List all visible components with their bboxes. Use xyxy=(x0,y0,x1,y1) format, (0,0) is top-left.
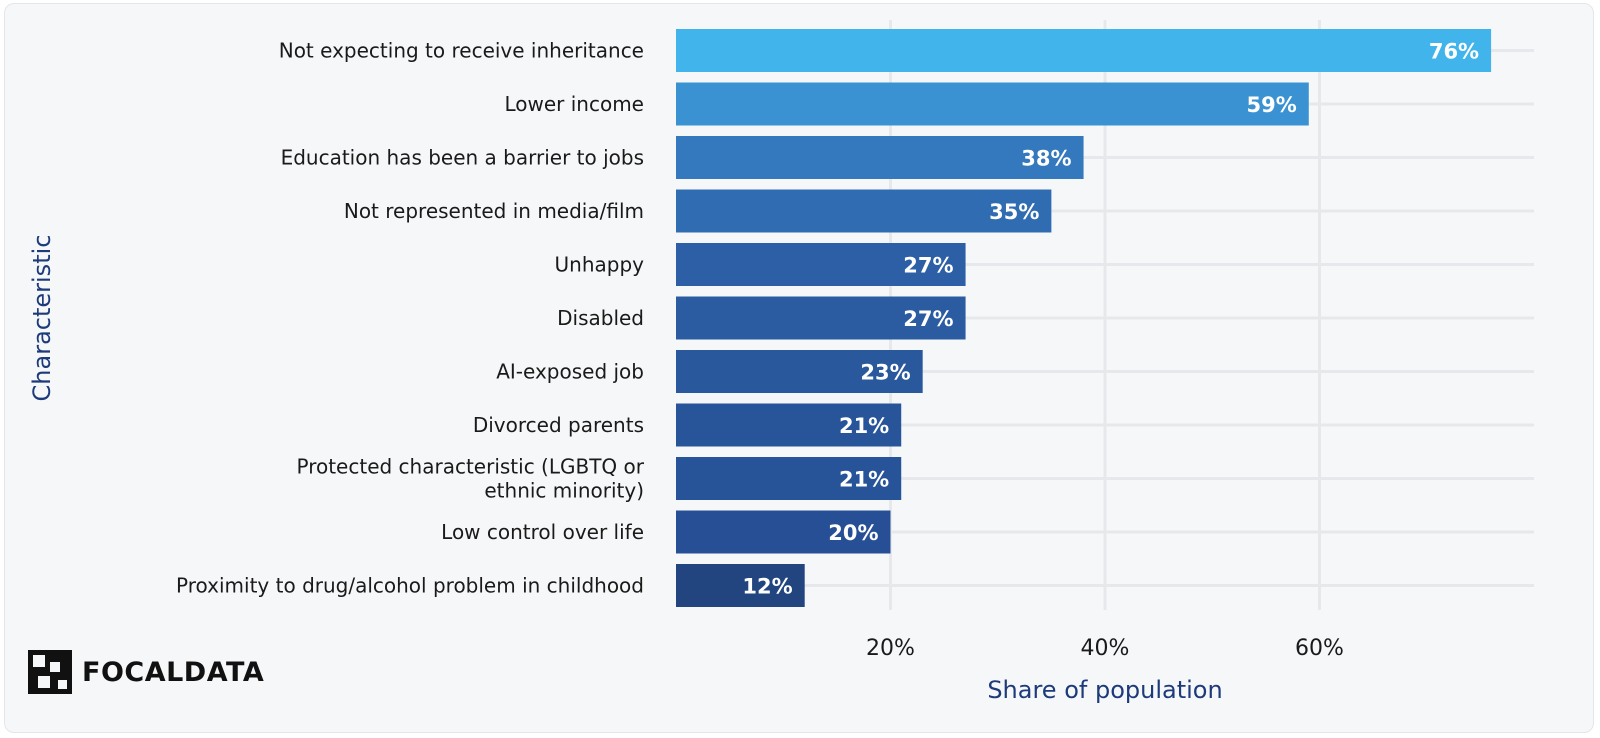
category-label: Low control over life xyxy=(441,520,644,544)
logo-text: FOCALDATA xyxy=(82,656,265,688)
category-label: Unhappy xyxy=(555,253,645,277)
bar xyxy=(676,403,902,447)
bar-value-label: 21% xyxy=(839,468,889,492)
bar xyxy=(676,296,966,340)
x-axis-ticks: 20% 40% 60% xyxy=(866,636,1344,661)
category-label: Education has been a barrier to jobs xyxy=(281,146,644,170)
bar-value-label: 27% xyxy=(903,307,953,331)
bar xyxy=(676,564,805,607)
category-label: Lower income xyxy=(504,92,644,116)
x-tick-label: 60% xyxy=(1295,636,1344,661)
bar-value-label: 76% xyxy=(1429,40,1479,64)
bar xyxy=(676,29,1492,72)
category-label: AI-exposed job xyxy=(496,360,644,384)
bar-value-label: 35% xyxy=(989,200,1039,224)
x-axis-title: Share of population xyxy=(987,676,1222,704)
category-label: Protected characteristic (LGBTQ or ethnic… xyxy=(296,455,644,503)
bar-value-label: 59% xyxy=(1247,93,1297,117)
bar xyxy=(676,243,966,286)
x-tick-label: 40% xyxy=(1081,636,1130,661)
bar-value-label: 20% xyxy=(828,521,878,545)
bar xyxy=(676,457,902,500)
category-label: Not represented in media/film xyxy=(344,199,644,223)
bar xyxy=(676,510,891,554)
y-axis-title: Characteristic xyxy=(28,235,56,402)
category-label: Divorced parents xyxy=(473,413,644,437)
focaldata-mark-icon xyxy=(28,650,72,694)
x-tick-label: 20% xyxy=(866,636,915,661)
focaldata-logo: FOCALDATA xyxy=(28,650,264,694)
bar-value-label: 21% xyxy=(839,414,889,438)
bar-value-label: 38% xyxy=(1021,147,1071,171)
bar xyxy=(676,136,1084,179)
category-label: Not expecting to receive inheritance xyxy=(279,39,644,63)
category-labels: Not expecting to receive inheritance Lowe… xyxy=(176,39,645,598)
category-label: Proximity to drug/alcohol problem in chi… xyxy=(176,574,644,598)
bar-value-label: 12% xyxy=(742,575,792,599)
bar-value-label: 23% xyxy=(860,361,910,385)
bars: 76% 59% 38% 35% 27% 27% 23% 21% 21% 20% 12% xyxy=(676,29,1492,607)
bar xyxy=(676,189,1052,233)
bar xyxy=(676,350,923,393)
category-label: Disabled xyxy=(557,306,644,330)
bar-value-label: 27% xyxy=(903,254,953,278)
bar xyxy=(676,82,1309,126)
